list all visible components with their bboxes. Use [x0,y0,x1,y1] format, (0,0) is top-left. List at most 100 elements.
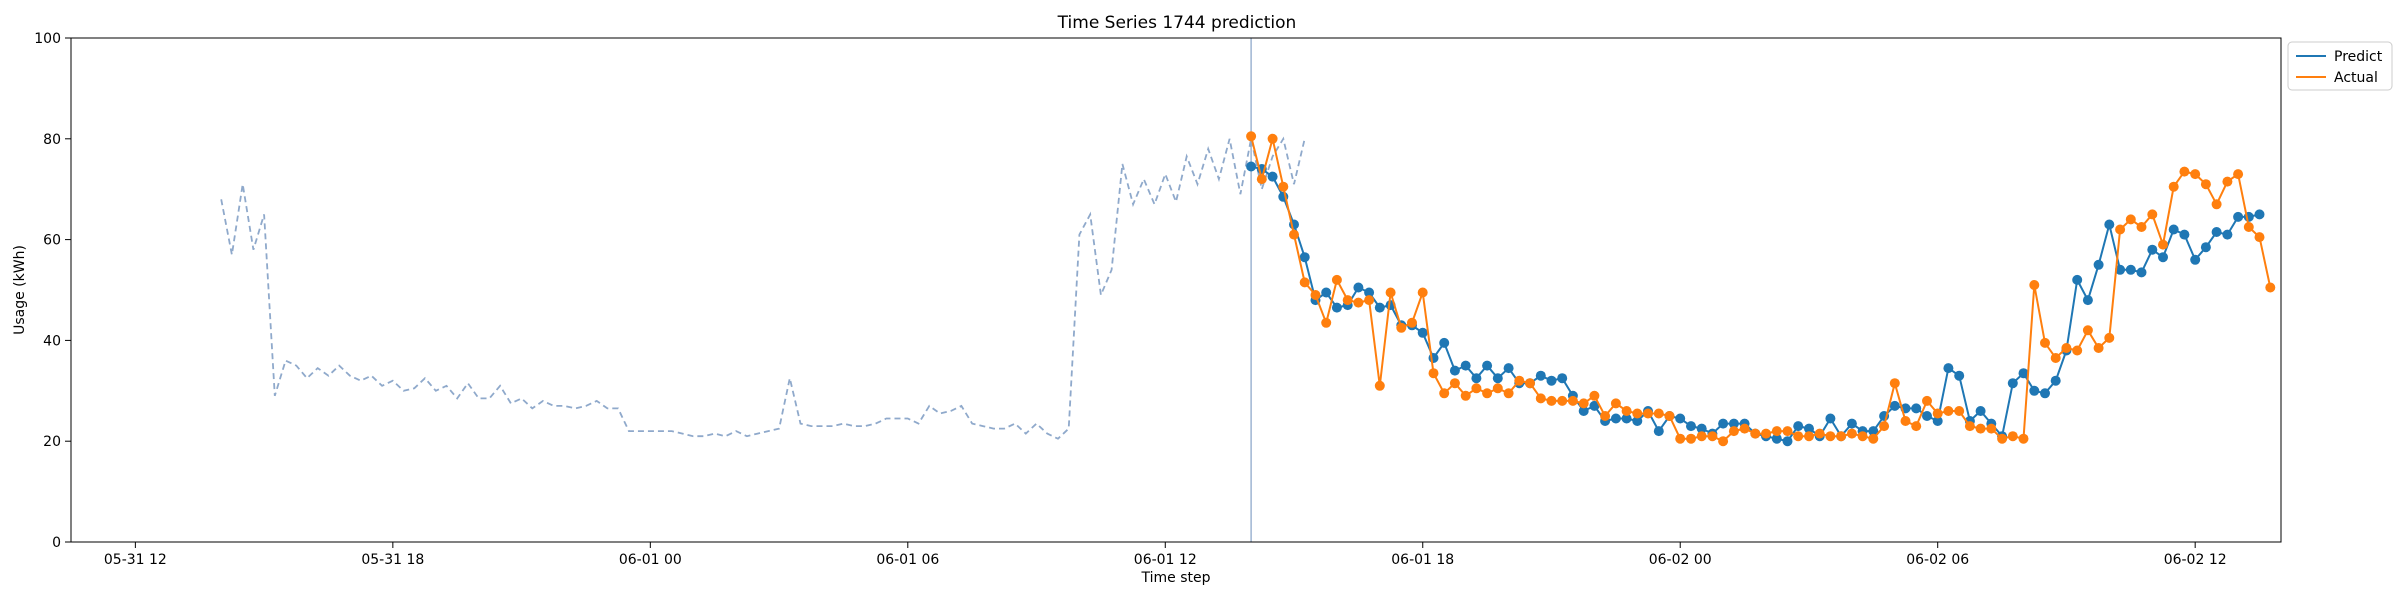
predict-point [2211,227,2222,237]
actual-point [1310,290,1321,300]
actual-point [1964,421,1975,432]
actual-point [1503,388,1514,399]
actual-point [1321,317,1332,328]
actual-point [2168,181,2179,192]
predict-point [1471,373,1482,384]
actual-point [2029,280,2040,290]
predict-point [1922,411,1932,421]
actual-point [2179,166,2190,177]
predict-point [1728,418,1739,429]
x-tick-label: 05-31 18 [361,552,424,568]
actual-point [1825,431,1836,442]
predict-point [1417,327,1428,338]
actual-point [1353,297,1364,308]
predict-point [1975,406,1986,416]
actual-point [1954,406,1965,416]
legend-predict-label: Predict [2334,49,2383,65]
actual-point [2104,332,2115,343]
x-tick-label: 06-01 18 [1391,552,1454,568]
actual-point [1868,433,1879,444]
predict-point [1868,426,1879,437]
actual-point [1836,431,1847,442]
actual-point [1514,375,1525,386]
actual-point [1728,426,1739,437]
actual-point [2158,239,2168,250]
predict-point [1246,161,1257,172]
actual-point [1761,428,1771,439]
predict-point [1696,423,1707,434]
actual-point [1621,406,1632,416]
predict-point [1632,416,1643,426]
predict-point [2093,259,2104,270]
predict-point [1686,421,1696,432]
actual-point [1417,287,1428,298]
chart-title: Time Series 1744 prediction [1057,13,1297,33]
actual-point [2040,337,2050,348]
actual-point [2222,176,2233,187]
actual-point [1997,433,2008,444]
actual-point [2050,353,2061,363]
actual-point [1385,287,1396,298]
predict-point [2018,368,2029,379]
actual-point [1750,428,1761,439]
predict-point [1621,413,1632,424]
actual-point [1986,423,1997,434]
predict-point [2136,267,2147,278]
x-axis-label: Time step [1141,570,1211,586]
actual-point [2093,343,2104,353]
actual-point [1471,383,1482,394]
actual-point [1632,408,1643,419]
actual-point [1331,274,1342,285]
x-tick-label: 06-01 12 [1134,552,1197,568]
predict-point [1578,406,1589,416]
predict-point [1460,360,1471,371]
actual-point [2136,222,2147,232]
y-tick-label: 80 [43,132,61,148]
y-axis-label: Usage (kWh) [12,245,28,335]
actual-point [1342,295,1353,306]
predict-point [2072,274,2083,285]
actual-point [1793,431,1804,442]
predict-point [2029,385,2040,396]
actual-point [1975,423,1986,434]
actual-point [2018,433,2029,444]
actual-point [2200,179,2211,190]
actual-point [1256,174,1267,185]
actual-point [1846,428,1857,439]
actual-point [1739,423,1750,434]
actual-point [1546,395,1557,406]
x-tick-label: 05-31 12 [104,552,167,568]
actual-point [2254,232,2265,243]
predict-point [2104,219,2115,230]
predict-point [1889,400,1900,411]
predict-point [2200,242,2211,253]
actual-point [1718,436,1729,447]
predict-point [2179,229,2190,240]
predict-point [1267,171,1278,182]
actual-point [1804,431,1814,442]
actual-point [2243,222,2254,232]
actual-point [1578,398,1589,409]
predict-point [1610,413,1621,424]
actual-point [1407,317,1417,328]
x-tick-label: 06-01 06 [876,552,939,568]
actual-point [1535,393,1546,404]
actual-point [1643,408,1653,419]
predict-point [2168,224,2179,235]
predict-point [2050,375,2061,386]
actual-point [1653,408,1664,419]
actual-point [2265,282,2276,293]
predict-point [1793,421,1804,432]
predict-point [2190,254,2201,265]
x-tick-label: 06-02 00 [1649,552,1712,568]
predict-point [2115,264,2126,275]
actual-point [1610,398,1621,409]
actual-point [1922,395,1932,406]
predict-point [1675,413,1686,424]
y-tick-label: 0 [52,535,61,551]
predict-point [2233,211,2244,222]
actual-point [1525,378,1535,389]
predict-point [1364,287,1375,298]
